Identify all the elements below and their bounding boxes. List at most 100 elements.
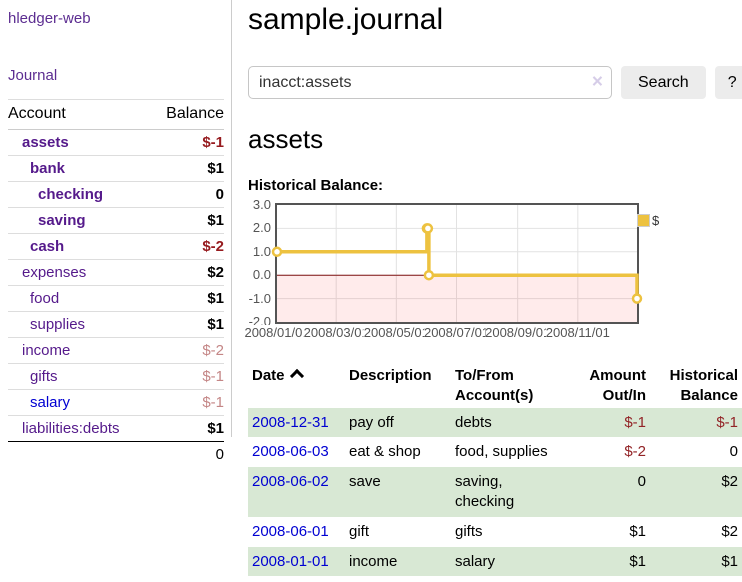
account-link-checking[interactable]: checking xyxy=(38,186,104,203)
app-title-link[interactable]: hledger-web xyxy=(8,10,91,27)
column-header-date[interactable]: Date xyxy=(248,364,345,408)
transaction-date-link: 2008-06-03 xyxy=(248,437,345,467)
main-content: sample.journal × Search ? assets Histori… xyxy=(244,0,742,577)
account-balance: $1 xyxy=(150,207,224,234)
accounts-header-balance: Balance xyxy=(150,99,224,130)
transaction-accounts: saving, checking xyxy=(455,473,515,510)
x-tick-label: 2008/05/01 xyxy=(363,325,429,340)
chart-plot-area: $ xyxy=(271,203,659,324)
account-row: salary $-1 xyxy=(8,389,224,416)
account-row: cash $-2 xyxy=(8,233,224,260)
account-link-salary[interactable]: salary xyxy=(30,394,71,411)
transaction-description: pay off xyxy=(349,413,394,431)
clear-search-icon[interactable]: × xyxy=(591,71,603,93)
transaction-date-link[interactable]: 2008-06-03 xyxy=(252,443,329,461)
y-tick-label: 1.0 xyxy=(252,243,271,259)
help-button[interactable]: ? xyxy=(714,66,742,99)
sort-ascending-icon xyxy=(289,368,304,384)
x-tick-label: 2008/01/01 xyxy=(244,325,310,340)
y-tick-label: 2.0 xyxy=(252,220,271,236)
transaction-amount: $-2 xyxy=(624,443,646,461)
account-balance: $-1 xyxy=(150,129,224,156)
account-balance: $1 xyxy=(150,285,224,312)
chart-title: Historical Balance: xyxy=(248,177,384,194)
account-link-cash[interactable]: cash xyxy=(30,238,65,255)
transaction-date-link[interactable]: 2008-12-31 xyxy=(252,413,329,431)
account-balance: $1 xyxy=(150,311,224,338)
transaction-date-link: 2008-06-02 xyxy=(248,467,345,517)
account-row: saving $1 xyxy=(8,207,224,234)
balance-chart-svg xyxy=(271,205,643,322)
account-link-liabilities-debts[interactable]: liabilities:debts xyxy=(22,420,120,437)
account-link-gifts[interactable]: gifts xyxy=(30,368,58,385)
search-input[interactable] xyxy=(248,66,612,99)
account-row: assets $-1 xyxy=(8,129,224,156)
account-link-saving[interactable]: saving xyxy=(38,212,86,229)
transaction-date-link[interactable]: 2008-06-01 xyxy=(252,522,329,540)
column-header-amount: Amount Out/In xyxy=(589,367,646,404)
accounts-total-value: 0 xyxy=(150,441,224,467)
sidebar-item-journal[interactable]: Journal xyxy=(8,67,58,84)
account-link-income[interactable]: income xyxy=(22,342,71,359)
account-balance: $-2 xyxy=(150,337,224,364)
chart-legend: $ xyxy=(637,213,659,228)
register-row: 2008-06-02 save saving, checking 0 $2 xyxy=(248,467,742,517)
transaction-date-link[interactable]: 2008-06-02 xyxy=(252,473,329,491)
sidebar: hledger-web Journal Account Balance asse… xyxy=(0,0,232,467)
x-tick-label: 2008/07/01 xyxy=(423,325,490,340)
account-balance: $1 xyxy=(150,155,224,182)
account-balance: $-2 xyxy=(150,233,224,260)
account-balance: $-1 xyxy=(150,389,224,416)
account-row: supplies $1 xyxy=(8,311,224,338)
transaction-amount: 0 xyxy=(637,473,646,491)
search-button[interactable]: Search xyxy=(621,66,706,99)
transaction-balance: $2 xyxy=(721,473,738,491)
transaction-accounts: gifts xyxy=(455,522,483,540)
account-row: checking 0 xyxy=(8,181,224,208)
account-link-expenses[interactable]: expenses xyxy=(22,264,87,281)
account-link-food[interactable]: food xyxy=(30,290,60,307)
y-tick-label: -1.0 xyxy=(248,290,271,306)
legend-swatch-icon xyxy=(637,214,650,227)
column-header-accounts: To/From Account(s) xyxy=(455,367,534,404)
transaction-accounts: salary xyxy=(455,552,496,570)
transaction-balance: $2 xyxy=(721,522,738,540)
column-header-description: Description xyxy=(349,367,432,384)
account-row: expenses $2 xyxy=(8,259,224,286)
transaction-description: save xyxy=(349,473,381,491)
accounts-total-row: 0 xyxy=(8,441,224,467)
historical-balance-chart: $ 3.0 2.0 1.0 0.0 -1.0 -2.0 2008/01/01 2008/03/… xyxy=(244,197,742,349)
transaction-amount: $1 xyxy=(629,552,646,570)
transaction-amount: $1 xyxy=(629,522,646,540)
account-row: bank $1 xyxy=(8,155,224,182)
account-balance: $1 xyxy=(207,420,224,437)
search-form: × Search ? xyxy=(248,66,742,99)
transaction-date-link: 2008-06-01 xyxy=(248,517,345,547)
account-balance: 0 xyxy=(150,181,224,208)
transaction-description: eat & shop xyxy=(349,443,421,461)
column-header-balance: Historical Balance xyxy=(669,367,738,404)
account-link-assets[interactable]: assets xyxy=(22,134,69,151)
x-tick-label: 2008/11/01 xyxy=(545,325,610,340)
x-tick-label: 2008/03/01 xyxy=(303,325,369,340)
transaction-description: income xyxy=(349,552,398,570)
account-link-supplies[interactable]: supplies xyxy=(30,316,86,333)
legend-label: $ xyxy=(652,213,660,228)
register-header-row: Date Description To/From Account(s) Amou… xyxy=(248,364,742,408)
account-balance: $-1 xyxy=(150,363,224,390)
account-link-bank[interactable]: bank xyxy=(30,160,66,177)
accounts-table: Account Balance assets $-1 bank $1 checking 0… xyxy=(8,99,224,467)
register-table: Date Description To/From Account(s) Amou… xyxy=(248,364,742,577)
register-row: 2008-12-31 pay off debts $-1 $-1 xyxy=(248,407,742,438)
transaction-amount: $-1 xyxy=(624,413,646,431)
x-tick-label: 2008/09/01 xyxy=(485,325,551,340)
account-row: food $1 xyxy=(8,285,224,312)
transaction-balance: $-1 xyxy=(716,413,738,431)
page-title: sample.journal xyxy=(248,3,444,36)
account-row: gifts $-1 xyxy=(8,363,224,390)
account-heading: assets xyxy=(248,124,324,154)
accounts-header-account: Account xyxy=(8,99,151,130)
transaction-date-link[interactable]: 2008-01-01 xyxy=(252,552,329,570)
transaction-date-link: 2008-12-31 xyxy=(248,408,345,438)
